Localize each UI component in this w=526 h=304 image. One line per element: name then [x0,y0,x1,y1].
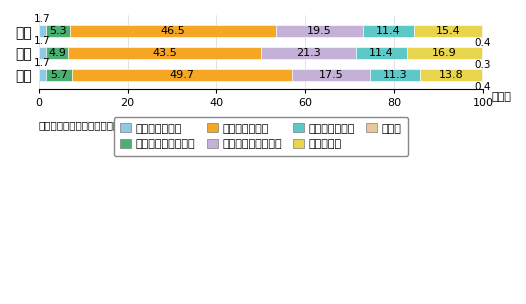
Text: 4.9: 4.9 [48,48,66,58]
Text: 1.7: 1.7 [34,36,51,46]
Bar [68,47,261,59]
Legend: 強くなっている, やや強くなっている, 変わっていない, やや弱くなっている, 弱くなっている, わからない, 無回答: 強くなっている, やや強くなっている, 変わっていない, やや弱くなっている, … [114,117,408,156]
Bar [363,25,413,37]
Bar [46,25,70,37]
Text: 13.8: 13.8 [439,70,463,80]
Text: 11.4: 11.4 [376,26,401,36]
Bar [356,47,407,59]
Bar [292,69,370,81]
Text: 5.7: 5.7 [50,70,68,80]
Bar [482,69,483,81]
Bar [46,47,68,59]
Text: （％）: （％） [492,92,512,102]
Text: 19.5: 19.5 [307,26,332,36]
Bar [70,25,276,37]
Bar [72,69,292,81]
Text: 43.5: 43.5 [152,48,177,58]
Text: 16.9: 16.9 [432,48,457,58]
Text: 1.7: 1.7 [34,15,51,24]
Bar [482,47,483,59]
Text: 49.7: 49.7 [169,70,195,80]
Bar [370,69,420,81]
Bar [420,69,482,81]
Bar [39,69,46,81]
Bar [39,47,46,59]
Text: 5.3: 5.3 [49,26,67,36]
Text: 0.4: 0.4 [475,38,491,48]
Text: 46.5: 46.5 [161,26,186,36]
Bar [407,47,482,59]
Bar [46,69,72,81]
Text: 21.3: 21.3 [296,48,321,58]
Text: 15.4: 15.4 [436,26,460,36]
Text: 11.4: 11.4 [369,48,393,58]
Text: 0.3: 0.3 [474,60,491,70]
Text: 17.5: 17.5 [319,70,343,80]
Text: （備考）　内閣府『国民生活選好度調査』（平成18年度）より作成。: （備考） 内閣府『国民生活選好度調査』（平成18年度）より作成。 [39,120,239,130]
Text: 1.7: 1.7 [34,58,51,68]
Bar [276,25,363,37]
Bar [39,25,46,37]
Bar [413,25,482,37]
Bar [482,25,484,37]
Text: 11.3: 11.3 [383,70,408,80]
Text: 0.4: 0.4 [474,82,491,92]
Bar [261,47,356,59]
